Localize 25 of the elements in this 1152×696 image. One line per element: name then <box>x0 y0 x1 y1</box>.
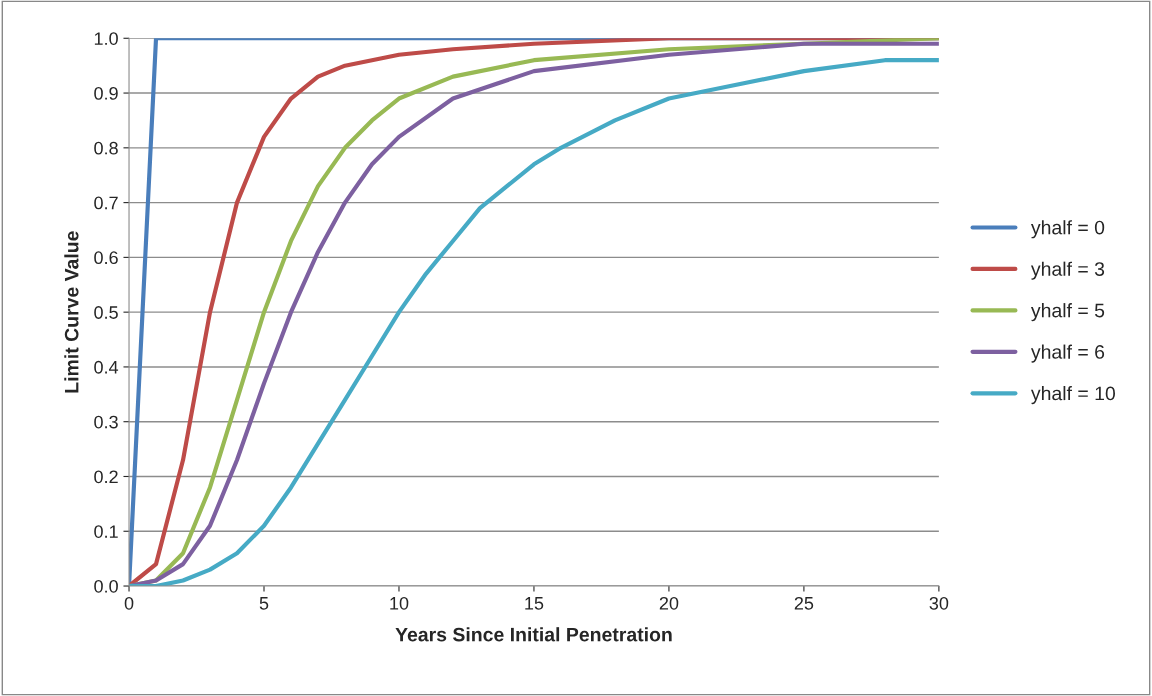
y-tick-label: 0.4 <box>94 360 119 374</box>
y-axis-title: Limit Curve Value <box>64 231 79 393</box>
y-tick-label: 0.2 <box>94 470 118 484</box>
y-tick-label: 0.9 <box>94 86 118 100</box>
x-tick-label: 20 <box>659 596 679 610</box>
y-tick-label: 0.5 <box>94 306 118 319</box>
x-tick-label: 5 <box>259 597 269 610</box>
x-tick-label: 30 <box>929 596 949 610</box>
y-tick-label: 0.8 <box>94 141 118 155</box>
y-tick-label: 1.0 <box>94 32 118 45</box>
legend-label: yhalf = 10 <box>1030 386 1116 405</box>
y-tick-label: 0.7 <box>94 196 118 210</box>
x-tick-label: 25 <box>794 596 814 610</box>
x-axis-title: Years Since Initial Penetration <box>395 627 672 642</box>
legend-label: yhalf = 5 <box>1030 303 1105 322</box>
y-tick-label: 0.6 <box>94 251 118 265</box>
legend-label: yhalf = 6 <box>1030 344 1105 363</box>
y-tick-label: 0.3 <box>94 415 118 429</box>
x-tick-label: 10 <box>390 596 409 610</box>
y-tick-label: 0.1 <box>94 525 118 538</box>
x-tick-label: 0 <box>124 596 134 610</box>
legend-label: yhalf = 3 <box>1030 261 1105 280</box>
y-tick-label: 0.0 <box>94 579 118 593</box>
x-tick-label: 15 <box>525 597 544 610</box>
legend-label: yhalf = 0 <box>1030 220 1105 239</box>
